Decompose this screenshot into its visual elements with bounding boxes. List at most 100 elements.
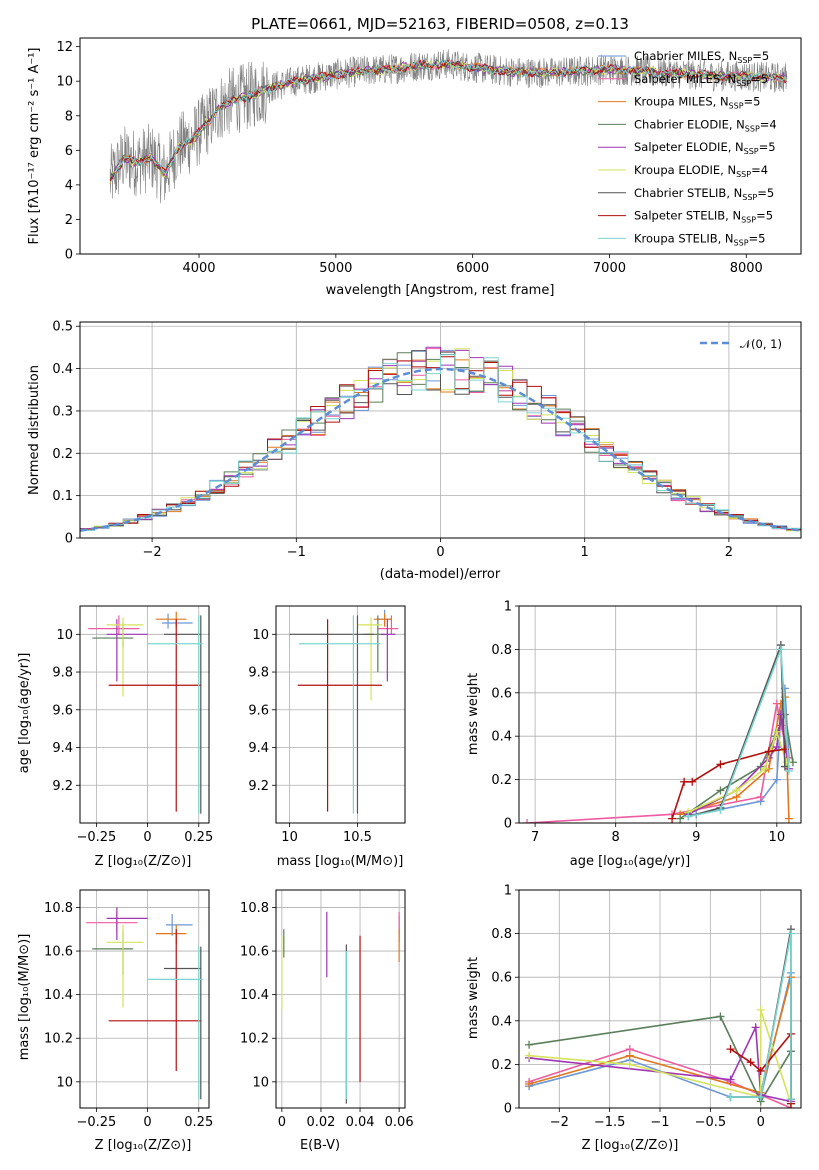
mass_vs_Z-ytick-label: 10.4	[44, 988, 73, 1003]
residuals-ytick-label: 0.3	[52, 404, 73, 419]
age_vs_Z-ytick-label: 9.2	[52, 779, 73, 794]
spectrum-xtick-label: 7000	[593, 261, 626, 276]
mass-weight-marker	[784, 766, 793, 775]
mass-weight-marker	[684, 812, 693, 821]
age_vs_mass-ytick-label: 9.6	[248, 703, 269, 718]
weight_vs_age-ytick-label: 0.4	[491, 730, 512, 745]
mass-weight-marker	[680, 777, 689, 786]
mass_vs_ebv-ytick-label: 10.4	[240, 988, 269, 1003]
mass-weight-marker	[756, 1093, 765, 1102]
legend-subscript: SSP	[729, 102, 744, 111]
age_vs_mass-frame	[275, 605, 406, 824]
residuals-xtick-label: −1	[287, 545, 306, 560]
mass-weight-marker	[668, 814, 677, 823]
spectrum-ytick-label: 6	[65, 144, 73, 159]
legend-nssp: =5	[744, 95, 761, 109]
spectrum-ytick-label: 10	[56, 75, 73, 90]
mass_vs_ebv-xtick-label: 0	[278, 1115, 286, 1130]
weight_vs_Z-ytick-label: 0	[504, 1102, 512, 1117]
age_vs_mass-ytick-label: 9.2	[248, 779, 269, 794]
residuals-xlabel: (data-model)/error	[380, 567, 501, 582]
mass-weight-line	[687, 714, 790, 816]
residuals-xtick-label: 1	[581, 545, 589, 560]
residuals-ylabel: Normed distribution	[27, 365, 42, 495]
mass_vs_Z-xtick-label: 0.25	[184, 1115, 213, 1130]
mass_vs_ebv-plot-area	[281, 911, 400, 1104]
spectrum-model-line	[109, 59, 787, 183]
mass-weight-marker	[772, 727, 781, 736]
residuals-ytick-label: 0	[65, 532, 73, 547]
mass-weight-marker	[688, 777, 697, 786]
legend-nssp: =5	[751, 72, 768, 86]
age_vs_mass-ytick-label: 10	[252, 628, 269, 643]
mass_vs_Z-ytick-label: 10	[56, 1075, 73, 1090]
residuals-plot-area	[80, 346, 801, 538]
legend-subscript: SSP	[741, 216, 756, 225]
mass_vs_ebv-xtick-label: 0.04	[346, 1115, 375, 1130]
legend-entry-label: Chabrier STELIB, NSSP=5	[634, 186, 774, 202]
mass-weight-line	[730, 933, 792, 1100]
mass-weight-marker	[756, 792, 765, 801]
mass-weight-marker	[776, 645, 785, 654]
mass-weight-marker	[525, 1080, 534, 1089]
spectrum-xtick-label: 8000	[730, 261, 763, 276]
legend-entry-label: Salpeter STELIB, NSSP=5	[634, 209, 773, 225]
legend-nssp: =4	[751, 163, 768, 177]
age_vs_Z-plot-area	[88, 611, 203, 814]
weight_vs_age-ytick-label: 1	[504, 600, 512, 615]
residuals-xtick-label: 0	[436, 545, 444, 560]
mass_vs_ebv-ytick-label: 10.8	[240, 901, 269, 916]
mass_vs_ebv-xtick-label: 0.02	[306, 1115, 335, 1130]
spectrum-ytick-label: 4	[65, 178, 73, 193]
legend-nssp: =5	[756, 209, 773, 223]
mass-weight-marker	[716, 1012, 725, 1021]
legend-subscript: SSP	[736, 170, 751, 179]
weight_vs_age-plot-area	[523, 641, 797, 823]
age-vs-mass-panel: 10 10.5 9.2 9.4 9.6 9.8 10 mass [log₁₀(M/M⊙)]	[248, 605, 406, 869]
mass-weight-marker	[756, 1066, 765, 1075]
mass-weight-marker	[716, 805, 725, 814]
spectrum-frame	[79, 37, 802, 255]
mass_vs_ebv-xtick-label: 0.06	[385, 1115, 414, 1130]
residuals-ytick-label: 0.2	[52, 447, 73, 462]
mass-weight-marker	[726, 1093, 735, 1102]
mass-vs-Z-ylabel: mass [log₁₀(M/M⊙)]	[17, 934, 32, 1061]
residual-histogram	[80, 354, 801, 538]
mass-weight-marker	[525, 1040, 534, 1049]
residuals-ytick-label: 0.4	[52, 362, 73, 377]
mass-weight-marker	[676, 814, 685, 823]
weight_vs_Z-xtick-label: −0.5	[695, 1115, 727, 1130]
spectrum-xtick-label: 4000	[182, 261, 215, 276]
spectrum-model-line	[109, 59, 787, 178]
normal-curve	[80, 367, 801, 532]
legend-subscript: SSP	[745, 124, 760, 133]
weight_vs_Z-ytick-label: 0.8	[491, 927, 512, 942]
legend-subscript: SSP	[742, 193, 757, 202]
age_vs_mass-plot-area	[289, 609, 399, 814]
mass-weight-marker	[780, 762, 789, 771]
age-vs-Z-xlabel: Z [log₁₀(Z/Z⊙)]	[95, 854, 192, 869]
mass_vs_Z-ytick-label: 10.6	[44, 945, 73, 960]
mass_vs_Z-ytick-label: 10.8	[44, 901, 73, 916]
mass-vs-ebv-panel: 0 0.02 0.04 0.06 10 10.2 10.4 10.6 10.8 E(B-V)	[240, 889, 414, 1153]
weight_vs_age-xtick-label: 7	[531, 830, 539, 845]
legend-subscript: SSP	[734, 238, 749, 247]
age-vs-Z-ylabel: age [log₁₀(age/yr)]	[17, 653, 32, 774]
mass-weight-marker	[746, 1058, 755, 1067]
mass-vs-Z-xlabel: Z [log₁₀(Z/Z⊙)]	[95, 1138, 192, 1153]
mass_vs_Z-plot-area	[86, 907, 203, 1100]
weight-vs-Z-xlabel: Z [log₁₀(Z/Z⊙)]	[582, 1138, 679, 1153]
weight_vs_Z-xtick-label: −1.5	[594, 1115, 626, 1130]
spectrum-ytick-label: 0	[65, 248, 73, 263]
mass-weight-marker	[756, 1005, 765, 1014]
mass-vs-Z-panel: −0.25 0 0.25 10 10.2 10.4 10.6 10.8 Z [log₁₀(Z/…	[17, 889, 213, 1153]
legend-entry-label: Chabrier ELODIE, NSSP=4	[634, 117, 777, 133]
age_vs_Z-xtick-label: 0	[143, 830, 151, 845]
spectrum-ytick-label: 2	[65, 213, 73, 228]
legend-nssp: =5	[749, 231, 766, 245]
mass-weight-marker	[751, 1023, 760, 1032]
residuals-ytick-label: 0.5	[52, 320, 73, 335]
weight_vs_age-xtick-label: 9	[692, 830, 700, 845]
